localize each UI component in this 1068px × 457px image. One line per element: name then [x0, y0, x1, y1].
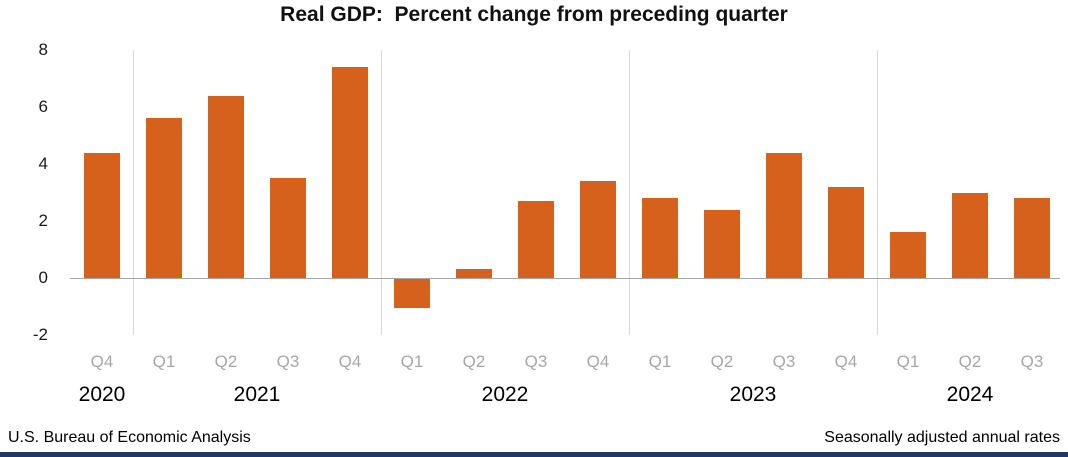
gdp-bar	[642, 198, 678, 278]
gdp-bar	[208, 95, 244, 278]
gdp-bar	[580, 181, 616, 278]
gdp-bar	[828, 186, 864, 278]
y-axis-tick-label: 8	[38, 40, 48, 59]
quarter-label: Q2	[214, 352, 238, 371]
gdp-bar	[518, 201, 554, 278]
gdp-bar	[394, 279, 430, 308]
source-note: U.S. Bureau of Economic Analysis	[8, 429, 251, 446]
gdp-bar	[890, 232, 926, 278]
year-separator-line	[133, 50, 134, 335]
year-separator-line	[629, 50, 630, 335]
quarter-label: Q4	[338, 352, 362, 371]
quarter-label: Q2	[958, 352, 982, 371]
y-axis-tick-label: 0	[38, 268, 48, 287]
gdp-bar	[332, 67, 368, 278]
bottom-accent-bar	[0, 452, 1068, 457]
gdp-bar	[704, 209, 740, 278]
quarter-label: Q4	[90, 352, 114, 371]
quarter-label: Q2	[710, 352, 734, 371]
quarter-label: Q1	[400, 352, 424, 371]
year-separator-line	[877, 50, 878, 335]
quarter-label: Q4	[586, 352, 610, 371]
quarter-label: Q4	[834, 352, 858, 371]
quarter-label: Q3	[276, 352, 300, 371]
year-label: 2024	[946, 383, 994, 406]
year-label: 2022	[481, 383, 529, 406]
quarter-label: Q2	[462, 352, 486, 371]
quarter-label: Q3	[1020, 352, 1044, 371]
gdp-bar	[270, 178, 306, 278]
year-label: 2021	[233, 383, 281, 406]
adjustment-note: Seasonally adjusted annual rates	[824, 429, 1060, 446]
quarter-label: Q1	[648, 352, 672, 371]
y-axis-tick-label: 4	[38, 154, 48, 173]
x-axis-line	[70, 278, 1060, 279]
y-axis-tick-label: 2	[38, 211, 48, 230]
quarter-label: Q1	[896, 352, 920, 371]
year-separator-line	[381, 50, 382, 335]
gdp-bar	[1014, 198, 1050, 278]
year-label: 2020	[78, 383, 126, 406]
y-axis-tick-label: -2	[32, 325, 48, 344]
gdp-bar	[766, 152, 802, 278]
quarter-label: Q3	[524, 352, 548, 371]
gdp-bar	[456, 269, 492, 278]
gdp-bar	[952, 192, 988, 278]
gdp-bar	[146, 118, 182, 278]
y-axis-tick-label: 6	[38, 97, 48, 116]
quarter-label: Q3	[772, 352, 796, 371]
year-label: 2023	[729, 383, 777, 406]
quarter-label: Q1	[152, 352, 176, 371]
chart-title: Real GDP: Percent change from preceding …	[280, 3, 788, 26]
gdp-bar	[84, 152, 120, 278]
